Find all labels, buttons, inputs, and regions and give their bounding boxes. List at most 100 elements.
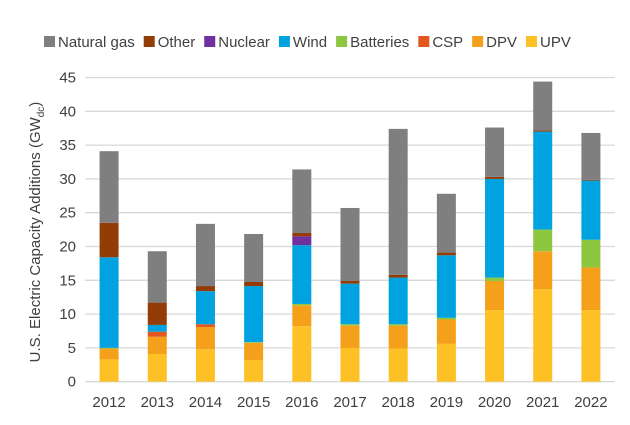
bar-segment-other [581, 179, 601, 181]
bar-segment-natural-gas [388, 128, 408, 275]
bar-segment-natural-gas [99, 151, 119, 223]
y-tick-label: 5 [68, 340, 76, 357]
bar-segment-other [292, 232, 312, 237]
bar-segment-batteries [436, 317, 456, 320]
legend-swatch [336, 36, 348, 47]
bar-segment-dpv [388, 325, 408, 349]
y-tick-label: 10 [59, 306, 76, 323]
y-axis-label-close: ) [27, 102, 44, 107]
bar-segment-upv [485, 310, 505, 382]
bar-segment-other [485, 176, 505, 179]
bar-segment-csp [147, 331, 167, 337]
bar-segment-other [436, 252, 456, 256]
bar-segment-csp [195, 324, 215, 327]
bar-segment-other [147, 302, 167, 325]
bar-segment-dpv [436, 319, 456, 344]
y-tick-label: 0 [68, 374, 76, 391]
bar-segment-wind [388, 277, 408, 325]
legend-item-upv: UPV [526, 34, 571, 51]
bar-segment-natural-gas [147, 251, 167, 303]
y-axis-label-main: U.S. Electric Capacity Additions (GW [27, 116, 44, 362]
bar-segment-wind [195, 291, 215, 325]
bar-segment-batteries [485, 277, 505, 281]
bar-segment-dpv [292, 305, 312, 327]
bar-segment-batteries [388, 324, 408, 326]
bar-segment-other [195, 286, 215, 292]
legend-label: Natural gas [58, 34, 135, 51]
bar-segment-dpv [244, 342, 264, 361]
bar-segment-other [244, 281, 264, 287]
bar-segment-batteries [581, 239, 601, 268]
bar-segment-natural-gas [195, 223, 215, 287]
y-tick-labels: 0 5 10 15 20 25 30 35 40 45 [59, 70, 76, 391]
y-axis-label-subscript: dc [36, 107, 47, 118]
bar-segment-other [99, 222, 119, 258]
legend-item-dpv: DPV [472, 34, 517, 51]
bars [99, 81, 601, 382]
bar-segment-wind [244, 286, 264, 343]
x-tick-labels: 2012 2013 2014 2015 2016 2017 2018 2019 2020 2021… [92, 394, 607, 411]
bar-segment-natural-gas [485, 127, 505, 177]
bar-segment-batteries [244, 342, 264, 343]
bar-segment-batteries [292, 303, 312, 306]
legend-swatch [44, 36, 55, 47]
bar-segment-dpv [533, 251, 553, 290]
x-tick-label: 2013 [141, 394, 174, 411]
y-tick-label: 20 [59, 239, 76, 256]
y-tick-label: 45 [59, 70, 76, 87]
x-tick-label: 2019 [430, 394, 463, 411]
bar-segment-upv [340, 347, 360, 382]
bar-segment-dpv [485, 280, 505, 311]
bar-segment-wind [147, 324, 167, 332]
legend-label: DPV [486, 34, 517, 51]
bar-segment-wind [485, 178, 505, 278]
bar-segment-other [340, 280, 360, 284]
bar-segment-wind [99, 257, 119, 348]
bar-segment-nuclear [292, 236, 312, 246]
bar-segment-batteries [533, 229, 553, 252]
bar-segment-natural-gas [533, 81, 553, 131]
bar-segment-wind [436, 255, 456, 318]
bar-segment-wind [581, 180, 601, 240]
bar-segment-upv [244, 360, 264, 382]
x-tick-label: 2017 [333, 394, 366, 411]
bar-segment-upv [195, 349, 215, 382]
legend-swatch [418, 36, 430, 47]
x-tick-label: 2012 [92, 394, 125, 411]
x-tick-label: 2016 [285, 394, 318, 411]
bar-segment-dpv [340, 325, 360, 348]
bar-segment-natural-gas [244, 233, 264, 282]
y-tick-label: 35 [59, 137, 76, 154]
legend-swatch [472, 36, 484, 47]
legend-swatch [204, 36, 216, 47]
legend-label: Wind [293, 34, 327, 51]
bar-segment-wind [340, 283, 360, 325]
bar-segment-batteries [99, 347, 119, 349]
legend-swatch [143, 36, 155, 47]
bar-segment-batteries [340, 324, 360, 326]
x-tick-label: 2022 [574, 394, 607, 411]
legend-label: Other [158, 34, 196, 51]
y-tick-label: 30 [59, 171, 76, 188]
legend-label: Batteries [350, 34, 409, 51]
bar-segment-other [533, 130, 553, 132]
bar-segment-upv [388, 348, 408, 382]
y-tick-label: 25 [59, 205, 76, 222]
legend-item-natural-gas: Natural gas [44, 34, 135, 51]
bar-segment-upv [533, 289, 553, 382]
bar-segment-dpv [147, 336, 167, 354]
bar-segment-natural-gas [436, 193, 456, 253]
bar-segment-wind [533, 131, 553, 230]
legend-swatch [526, 36, 537, 47]
legend-item-csp: CSP [418, 34, 463, 51]
x-tick-label: 2014 [189, 394, 222, 411]
bar-segment-other [388, 274, 408, 278]
bar-segment-upv [581, 310, 601, 382]
legend-item-nuclear: Nuclear [204, 34, 270, 51]
y-tick-label: 40 [59, 103, 76, 120]
legend-swatch [278, 36, 290, 47]
bar-segment-upv [436, 343, 456, 382]
y-tick-label: 15 [59, 272, 76, 289]
bar-segment-dpv [581, 267, 601, 311]
legend-item-other: Other [143, 34, 196, 51]
